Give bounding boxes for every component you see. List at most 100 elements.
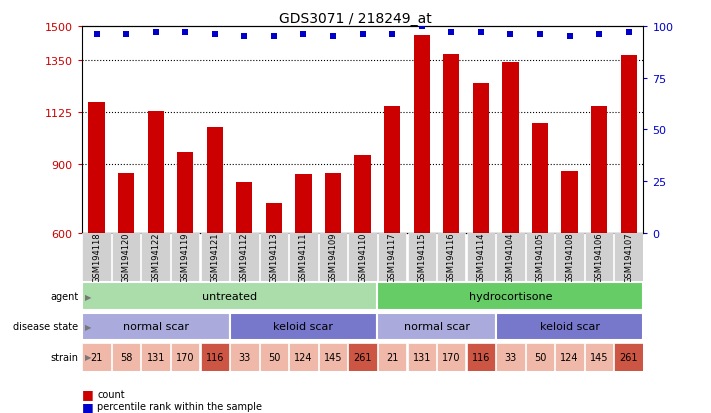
Text: GSM194111: GSM194111 bbox=[299, 232, 308, 282]
Text: 58: 58 bbox=[120, 352, 132, 362]
Bar bbox=[266, 204, 282, 233]
Bar bbox=[355, 155, 370, 233]
Text: GSM194118: GSM194118 bbox=[92, 232, 101, 282]
Text: GSM194104: GSM194104 bbox=[506, 232, 515, 282]
Text: GSM194117: GSM194117 bbox=[387, 232, 397, 282]
Bar bbox=[201, 233, 229, 281]
Text: 21: 21 bbox=[386, 352, 398, 362]
Bar bbox=[437, 343, 466, 371]
Bar bbox=[177, 153, 193, 233]
Bar bbox=[230, 233, 259, 281]
Text: 145: 145 bbox=[324, 352, 342, 362]
Text: GSM194107: GSM194107 bbox=[624, 232, 634, 282]
Text: ▶: ▶ bbox=[85, 292, 92, 301]
Bar bbox=[88, 102, 105, 233]
Bar bbox=[502, 62, 518, 233]
Text: GSM194106: GSM194106 bbox=[594, 232, 604, 282]
Text: 131: 131 bbox=[146, 352, 165, 362]
Text: 145: 145 bbox=[590, 352, 609, 362]
Text: 116: 116 bbox=[471, 352, 490, 362]
Text: GSM194120: GSM194120 bbox=[122, 232, 131, 282]
Bar bbox=[82, 343, 111, 371]
Bar bbox=[112, 343, 140, 371]
Bar bbox=[171, 233, 199, 281]
Bar bbox=[171, 343, 199, 371]
Text: 261: 261 bbox=[619, 352, 638, 362]
Text: GSM194113: GSM194113 bbox=[269, 232, 279, 282]
Text: agent: agent bbox=[50, 292, 78, 301]
Bar bbox=[378, 233, 407, 281]
Bar bbox=[289, 343, 318, 371]
Bar bbox=[384, 107, 400, 233]
Bar bbox=[348, 233, 377, 281]
Bar bbox=[319, 233, 347, 281]
Text: 170: 170 bbox=[442, 352, 461, 362]
Text: ▶: ▶ bbox=[85, 352, 92, 361]
Bar bbox=[407, 343, 436, 371]
Text: GSM194116: GSM194116 bbox=[447, 232, 456, 282]
Bar bbox=[414, 36, 430, 233]
Text: ▶: ▶ bbox=[85, 322, 92, 331]
Text: ■: ■ bbox=[82, 400, 94, 413]
Bar bbox=[325, 174, 341, 233]
Text: 116: 116 bbox=[205, 352, 224, 362]
Text: strain: strain bbox=[50, 352, 78, 362]
Bar bbox=[555, 343, 584, 371]
Bar bbox=[82, 233, 111, 281]
Text: 50: 50 bbox=[534, 352, 546, 362]
Text: ■: ■ bbox=[82, 387, 94, 401]
Bar bbox=[443, 55, 459, 233]
Text: 21: 21 bbox=[90, 352, 102, 362]
Text: GSM194110: GSM194110 bbox=[358, 232, 367, 282]
Text: normal scar: normal scar bbox=[404, 322, 469, 332]
Bar bbox=[466, 343, 495, 371]
Bar bbox=[562, 171, 577, 233]
Bar bbox=[585, 343, 614, 371]
Bar bbox=[319, 343, 347, 371]
Text: GSM194108: GSM194108 bbox=[565, 232, 574, 282]
Bar bbox=[378, 282, 643, 311]
Text: GSM194112: GSM194112 bbox=[240, 232, 249, 282]
Bar bbox=[141, 343, 170, 371]
Bar bbox=[496, 313, 643, 341]
Text: GSM194119: GSM194119 bbox=[181, 232, 190, 282]
Bar bbox=[201, 343, 229, 371]
Text: keloid scar: keloid scar bbox=[274, 322, 333, 332]
Text: GSM194105: GSM194105 bbox=[535, 232, 545, 282]
Bar bbox=[614, 233, 643, 281]
Bar bbox=[207, 128, 223, 233]
Bar bbox=[526, 233, 554, 281]
Bar bbox=[82, 313, 230, 341]
Text: GSM194121: GSM194121 bbox=[210, 232, 219, 282]
Bar bbox=[496, 343, 525, 371]
Bar bbox=[230, 343, 259, 371]
Bar bbox=[591, 107, 607, 233]
Text: 124: 124 bbox=[294, 352, 313, 362]
Bar bbox=[532, 123, 548, 233]
Text: count: count bbox=[97, 389, 125, 399]
Text: 131: 131 bbox=[412, 352, 431, 362]
Bar bbox=[82, 282, 378, 311]
Text: 170: 170 bbox=[176, 352, 195, 362]
Text: GSM194109: GSM194109 bbox=[328, 232, 338, 282]
Text: GSM194115: GSM194115 bbox=[417, 232, 426, 282]
Bar bbox=[230, 313, 378, 341]
Bar bbox=[621, 55, 637, 233]
Text: 33: 33 bbox=[504, 352, 517, 362]
Text: keloid scar: keloid scar bbox=[540, 322, 599, 332]
Bar bbox=[378, 343, 407, 371]
Text: percentile rank within the sample: percentile rank within the sample bbox=[97, 401, 262, 411]
Bar bbox=[437, 233, 466, 281]
Bar bbox=[112, 233, 140, 281]
Bar bbox=[260, 343, 288, 371]
Bar bbox=[473, 84, 489, 233]
Text: GSM194122: GSM194122 bbox=[151, 232, 160, 282]
Text: 124: 124 bbox=[560, 352, 579, 362]
Bar bbox=[148, 112, 164, 233]
Bar bbox=[289, 233, 318, 281]
Text: 261: 261 bbox=[353, 352, 372, 362]
Bar bbox=[260, 233, 288, 281]
Bar bbox=[295, 175, 311, 233]
Bar bbox=[407, 233, 436, 281]
Bar bbox=[555, 233, 584, 281]
